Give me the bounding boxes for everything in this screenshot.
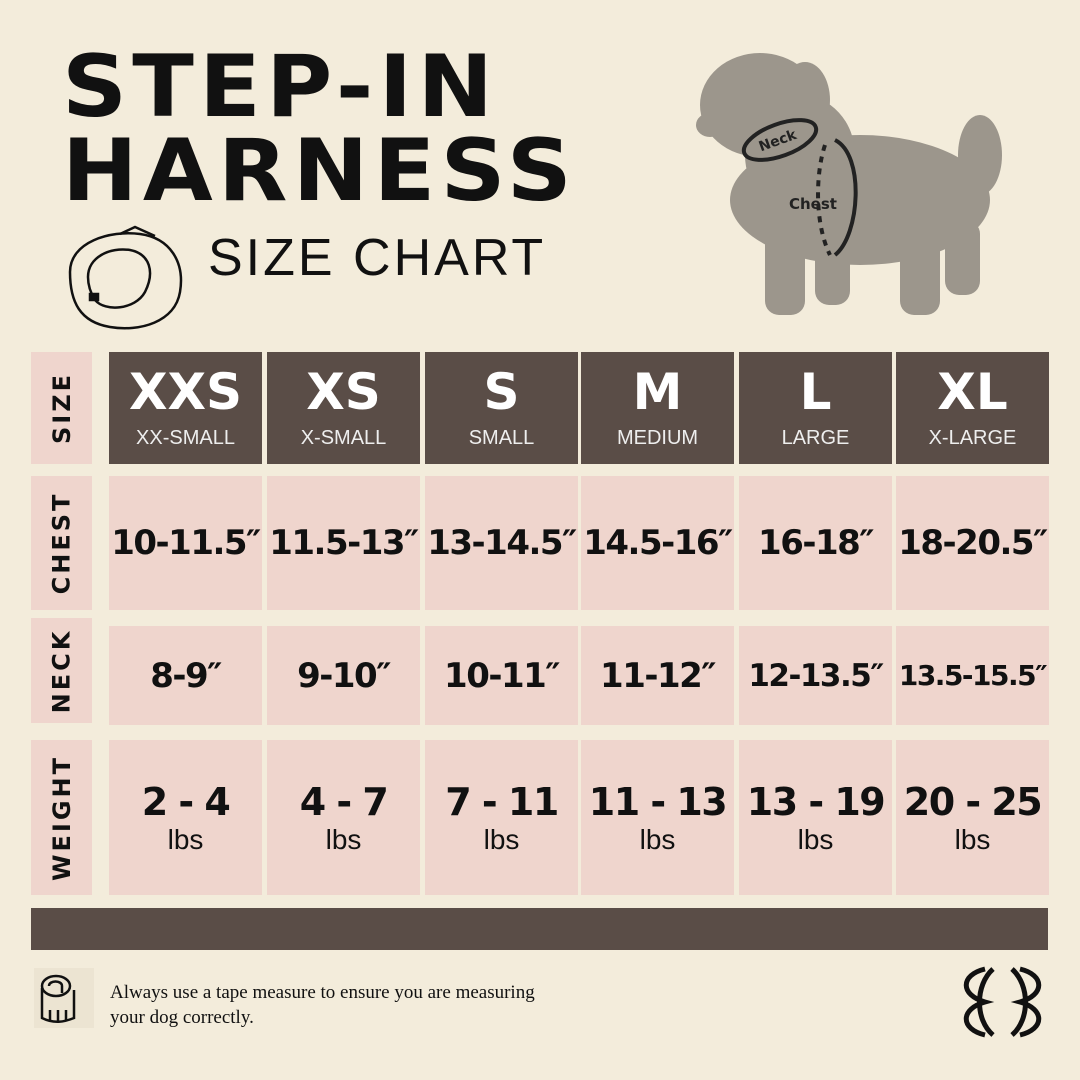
size-code: L [799, 362, 832, 421]
title-line-1: STEP-IN [62, 37, 499, 137]
row-label-chest: CHEST [31, 476, 92, 610]
chest-value: 14.5-16″ [583, 523, 733, 563]
size-header-cell: XL X-LARGE [896, 352, 1049, 464]
weight-value: 20 - 25 [903, 779, 1043, 824]
chest-value: 11.5-13″ [269, 523, 419, 563]
weight-cell: 4 - 7 lbs [267, 740, 420, 895]
weight-cell: 13 - 19 lbs [739, 740, 892, 895]
size-name: X-SMALL [300, 426, 387, 449]
footer-note: Always use a tape measure to ensure you … [110, 982, 535, 1028]
neck-value: 13.5-15.5″ [898, 659, 1048, 692]
weight-unit: lbs [954, 823, 991, 855]
chest-cell: 10-11.5″ [109, 476, 262, 610]
weight-cell: 11 - 13 lbs [581, 740, 734, 895]
subtitle: SIZE CHART [208, 229, 547, 287]
size-name: LARGE [781, 426, 850, 449]
size-header-cell: L LARGE [739, 352, 892, 464]
size-header-cell: S SMALL [425, 352, 578, 464]
size-header-cell: XXS XX-SMALL [109, 352, 262, 464]
neck-value: 11-12″ [600, 655, 716, 696]
weight-value: 11 - 13 [588, 779, 728, 824]
weight-value: 2 - 4 [141, 779, 231, 824]
weight-cell: 7 - 11 lbs [425, 740, 578, 895]
title-line-2: HARNESS [62, 121, 578, 221]
row-label-weight: WEIGHT [31, 740, 92, 895]
neck-value: 12-13.5″ [748, 657, 884, 694]
size-code: M [632, 362, 683, 421]
bottom-bar [31, 908, 1048, 950]
chest-cell: 18-20.5″ [896, 476, 1049, 610]
chest-cell: 16-18″ [739, 476, 892, 610]
chest-cell: 11.5-13″ [267, 476, 420, 610]
size-name: SMALL [468, 426, 535, 449]
weight-value: 7 - 11 [445, 779, 559, 824]
neck-cell: 12-13.5″ [739, 626, 892, 725]
chest-value: 18-20.5″ [898, 523, 1048, 563]
weight-unit: lbs [483, 823, 520, 855]
size-code: XL [937, 362, 1008, 421]
weight-unit: lbs [325, 823, 362, 855]
size-name: XX-SMALL [136, 426, 235, 449]
neck-value: 9-10″ [297, 655, 391, 696]
brand-logo [963, 966, 1042, 1038]
chest-cell: 14.5-16″ [581, 476, 734, 610]
chest-value: 13-14.5″ [427, 523, 577, 563]
neck-cell: 8-9″ [109, 626, 262, 725]
size-code: XXS [128, 362, 243, 421]
weight-unit: lbs [167, 823, 204, 855]
weight-cell: 20 - 25 lbs [896, 740, 1049, 895]
weight-value: 4 - 7 [299, 779, 389, 824]
chest-value: 10-11.5″ [111, 523, 261, 563]
size-header-cell: M MEDIUM [581, 352, 734, 464]
neck-cell: 13.5-15.5″ [896, 626, 1049, 725]
size-code: S [483, 362, 520, 421]
chest-value: 16-18″ [758, 523, 874, 563]
chest-cell: 13-14.5″ [425, 476, 578, 610]
neck-value: 8-9″ [150, 655, 222, 696]
size-name: MEDIUM [616, 426, 699, 449]
weight-cell: 2 - 4 lbs [109, 740, 262, 895]
weight-unit: lbs [639, 823, 676, 855]
weight-value: 13 - 19 [746, 779, 886, 824]
dog-illustration: Neck Chest [696, 53, 1002, 315]
size-name: X-LARGE [928, 426, 1017, 449]
chest-label: Chest [789, 195, 837, 213]
neck-cell: 9-10″ [267, 626, 420, 725]
weight-unit: lbs [797, 823, 834, 855]
tape-measure-icon [34, 968, 94, 1028]
row-label-neck: NECK [31, 618, 92, 723]
size-header-cell: XS X-SMALL [267, 352, 420, 464]
neck-cell: 10-11″ [425, 626, 578, 725]
size-code: XS [306, 362, 381, 421]
harness-icon [68, 225, 183, 330]
neck-value: 10-11″ [444, 655, 560, 696]
neck-cell: 11-12″ [581, 626, 734, 725]
row-label-size: SIZE [31, 352, 92, 464]
